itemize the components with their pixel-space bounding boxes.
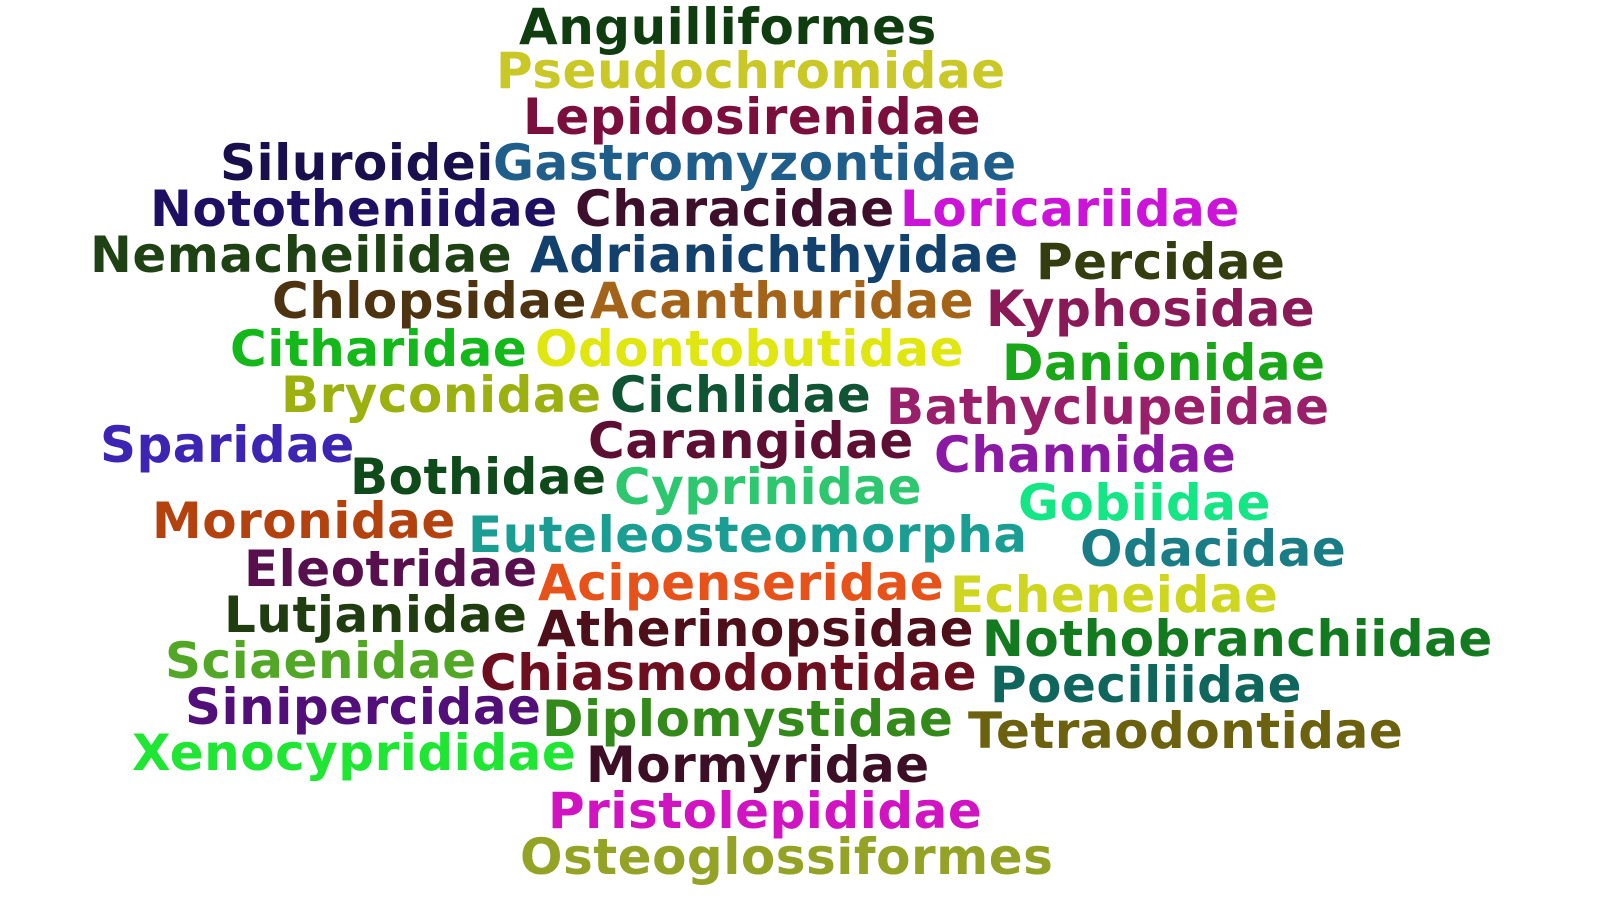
word-euteleosteomorpha: Euteleosteomorpha	[468, 506, 1028, 564]
word-bathyclupeidae: Bathyclupeidae	[886, 378, 1330, 436]
word-siluroidei: Siluroidei	[220, 134, 494, 192]
word-anguilliformes: Anguilliformes	[519, 0, 937, 56]
word-sciaenidae: Sciaenidae	[165, 632, 477, 690]
word-chiasmodontidae: Chiasmodontidae	[480, 644, 978, 702]
word-cichlidae: Cichlidae	[610, 366, 872, 424]
word-sinipercidae: Sinipercidae	[185, 678, 542, 736]
word-nototheniidae: Nototheniidae	[150, 180, 558, 238]
word-adrianichthyidae: Adrianichthyidae	[530, 226, 1019, 284]
word-nothobranchiidae: Nothobranchiidae	[982, 610, 1493, 668]
word-lutjanidae: Lutjanidae	[224, 586, 528, 644]
word-carangidae: Carangidae	[588, 412, 914, 470]
word-tetraodontidae: Tetraodontidae	[968, 702, 1404, 760]
word-bryconidae: Bryconidae	[281, 366, 602, 424]
word-mormyridae: Mormyridae	[586, 736, 930, 794]
word-citharidae: Citharidae	[230, 320, 528, 378]
word-chlopsidae: Chlopsidae	[272, 272, 587, 330]
word-xenocyprididae: Xenocyprididae	[132, 724, 577, 782]
word-lepidosirenidae: Lepidosirenidae	[523, 88, 981, 146]
word-pseudochromidae: Pseudochromidae	[496, 42, 1006, 100]
word-moronidae: Moronidae	[152, 492, 456, 550]
word-eleotridae: Eleotridae	[244, 540, 538, 598]
word-percidae: Percidae	[1036, 233, 1286, 291]
word-acanthuridae: Acanthuridae	[590, 272, 975, 330]
word-pristolepididae: Pristolepididae	[548, 782, 983, 840]
word-osteoglossiformes: Osteoglossiformes	[520, 828, 1054, 886]
word-bothidae: Bothidae	[350, 448, 607, 506]
word-loricariidae: Loricariidae	[900, 180, 1240, 238]
word-atherinopsidae: Atherinopsidae	[537, 600, 974, 658]
word-characidae: Characidae	[575, 180, 895, 238]
word-poeciliidae: Poeciliidae	[990, 656, 1303, 714]
word-gobiidae: Gobiidae	[1018, 474, 1271, 532]
word-odontobutidae: Odontobutidae	[535, 320, 964, 378]
word-odacidae: Odacidae	[1080, 520, 1347, 578]
word-kyphosidae: Kyphosidae	[986, 280, 1316, 338]
word-gastromyzontidae: Gastromyzontidae	[493, 134, 1017, 192]
word-nemacheilidae: Nemacheilidae	[90, 226, 513, 284]
word-sparidae: Sparidae	[100, 416, 355, 474]
word-cyprinidae: Cyprinidae	[614, 458, 923, 516]
word-diplomystidae: Diplomystidae	[542, 690, 954, 748]
word-channidae: Channidae	[934, 426, 1237, 484]
word-danionidae: Danionidae	[1002, 334, 1326, 392]
word-acipenseridae: Acipenseridae	[538, 554, 945, 612]
word-echeneidae: Echeneidae	[950, 566, 1279, 624]
